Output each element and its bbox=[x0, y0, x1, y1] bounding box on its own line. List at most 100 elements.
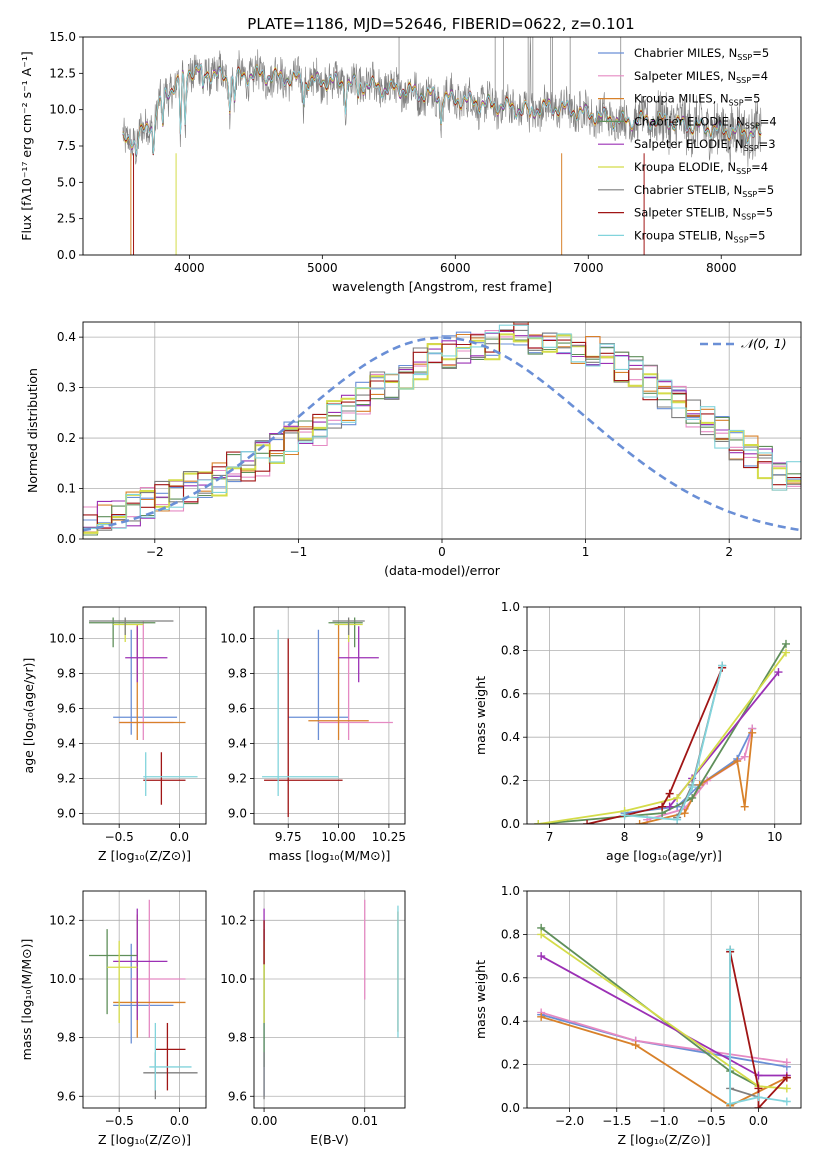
plus-marker bbox=[781, 648, 790, 657]
weight-vs-Z-plot bbox=[537, 923, 791, 1108]
plus-marker bbox=[726, 945, 735, 954]
legend-subscript: SSP bbox=[734, 235, 749, 244]
y-axis-label: mass weight bbox=[473, 960, 488, 1039]
x-tick-label: 4000 bbox=[174, 261, 205, 275]
legend-text: Kroupa MILES, NSSP=5 bbox=[634, 92, 760, 108]
x-tick-label: −1 bbox=[290, 545, 308, 559]
y-tick-label: 10.2 bbox=[49, 913, 76, 927]
legend-text: Salpeter STELIB, NSSP=5 bbox=[634, 206, 773, 222]
plus-marker bbox=[665, 802, 674, 811]
plus-marker bbox=[754, 1084, 763, 1093]
legend-tail: =3 bbox=[759, 137, 776, 151]
x-tick-label: 0.01 bbox=[351, 1114, 378, 1128]
x-tick-label: −0.5 bbox=[697, 1114, 726, 1128]
plus-marker bbox=[748, 728, 757, 737]
plus-marker bbox=[733, 757, 742, 766]
legend-text: Chabrier STELIB, NSSP=5 bbox=[634, 183, 774, 199]
y-tick-label: 5.0 bbox=[57, 175, 76, 189]
mass-vs-Z-plot bbox=[89, 899, 198, 1100]
residuals-plot bbox=[83, 322, 801, 536]
plus-marker bbox=[534, 820, 543, 824]
y-tick-label: 9.2 bbox=[57, 772, 76, 786]
plus-marker bbox=[782, 1073, 791, 1082]
y-tick-label: 0.8 bbox=[501, 927, 520, 941]
histogram-series bbox=[83, 324, 801, 529]
legend-subscript: SSP bbox=[745, 121, 760, 130]
x-axis-label: Z [log₁₀(Z/Z⊙)] bbox=[98, 1132, 191, 1147]
x-axis-label: (data-model)/error bbox=[384, 563, 501, 578]
y-tick-label: 0.0 bbox=[501, 817, 520, 831]
residuals-axes: −2 −1 0 1 2 0.0 0.1 0.2 0.3 0.4 (data-model)/error… bbox=[25, 322, 801, 578]
residuals-frame bbox=[82, 321, 802, 540]
plus-marker bbox=[537, 1012, 546, 1021]
plus-marker bbox=[635, 820, 644, 824]
legend-subscript: SSP bbox=[744, 144, 759, 153]
plus-marker bbox=[631, 1041, 640, 1050]
y-tick-label: 1.0 bbox=[501, 600, 520, 614]
x-axis-label: mass [log₁₀(M/M⊙)] bbox=[269, 848, 391, 863]
legend-subscript: SSP bbox=[741, 213, 756, 222]
mass-vs-EBV-plot bbox=[263, 899, 399, 1100]
legend-tail: =5 bbox=[749, 228, 766, 242]
y-tick-label: 10.0 bbox=[220, 972, 247, 986]
x-tick-label: 0.0 bbox=[170, 1114, 189, 1128]
legend-text: Kroupa ELODIE, NSSP=4 bbox=[634, 160, 768, 176]
spectrum-frame bbox=[82, 36, 802, 256]
x-axis-label: E(B-V) bbox=[310, 1132, 349, 1147]
legend-text: Kroupa STELIB, NSSP=5 bbox=[634, 228, 765, 244]
y-tick-label: 10.0 bbox=[49, 103, 76, 117]
y-tick-label: 9.8 bbox=[57, 667, 76, 681]
legend-subscript: SSP bbox=[737, 53, 752, 62]
x-axis-label: Z [log₁₀(Z/Z⊙)] bbox=[98, 848, 191, 863]
spectrum-axes: 4000 5000 6000 7000 8000 0.0 2.5 5.0 7.5 10.0 12.5… bbox=[19, 30, 736, 294]
y-tick-label: 9.6 bbox=[57, 702, 76, 716]
y-axis-label: age [log₁₀(age/yr)] bbox=[21, 658, 36, 774]
legend-text: Chabrier ELODIE, NSSP=4 bbox=[634, 114, 777, 130]
plus-marker bbox=[740, 752, 749, 761]
plus-marker bbox=[781, 639, 790, 648]
y-tick-label: 15.0 bbox=[49, 30, 76, 44]
weight-line bbox=[538, 652, 787, 824]
age-vs-mass-frame bbox=[253, 606, 406, 825]
plus-marker bbox=[782, 1097, 791, 1106]
x-tick-label: 0.0 bbox=[749, 1114, 768, 1128]
plus-marker bbox=[680, 809, 689, 818]
x-tick-label: −0.5 bbox=[105, 1114, 134, 1128]
age-vs-mass-plot bbox=[262, 617, 393, 817]
weight-vs-age-plot bbox=[534, 639, 790, 824]
y-tick-label: 10.0 bbox=[49, 972, 76, 986]
y-tick-label: 9.8 bbox=[57, 1031, 76, 1045]
y-tick-label: 0.0 bbox=[501, 1101, 520, 1115]
x-tick-label: 0 bbox=[438, 545, 446, 559]
y-tick-label: 0.0 bbox=[57, 248, 76, 262]
x-tick-label: 5000 bbox=[307, 261, 338, 275]
y-tick-label: 9.6 bbox=[57, 1089, 76, 1103]
weight-vs-Z-frame bbox=[526, 890, 802, 1109]
y-tick-label: 9.6 bbox=[228, 1089, 247, 1103]
spectrum-plot bbox=[122, 37, 762, 255]
plus-marker bbox=[782, 1084, 791, 1093]
x-tick-label: 10.25 bbox=[372, 830, 406, 844]
x-tick-label: −2.0 bbox=[555, 1114, 584, 1128]
legend-text: Salpeter MILES, NSSP=4 bbox=[634, 69, 768, 85]
x-tick-label: 7000 bbox=[573, 261, 604, 275]
y-tick-label: 0.6 bbox=[501, 971, 520, 985]
mass-vs-EBV-frame bbox=[253, 890, 406, 1109]
y-axis-label: Flux [fλ10⁻¹⁷ erg cm⁻² s⁻¹ A⁻¹] bbox=[19, 51, 34, 240]
legend-tail: =5 bbox=[757, 183, 774, 197]
legend-text: Chabrier MILES, NSSP=5 bbox=[634, 46, 769, 62]
legend-tail: =5 bbox=[756, 206, 773, 220]
y-axis-label: Normed distribution bbox=[25, 368, 40, 493]
x-tick-label: 10.00 bbox=[321, 830, 355, 844]
spectrum-model-line bbox=[122, 63, 762, 155]
y-tick-label: 10.0 bbox=[220, 632, 247, 646]
y-tick-label: 0.4 bbox=[501, 1014, 520, 1028]
plus-marker bbox=[688, 793, 697, 802]
plus-marker bbox=[620, 811, 629, 820]
mass-vs-Z-axes: −0.5 0.0 9.6 9.8 10.0 10.2 Z [log₁₀(Z/Z⊙)] mass… bbox=[19, 891, 206, 1147]
plus-marker bbox=[673, 793, 682, 802]
weight-line bbox=[729, 949, 787, 1105]
y-tick-label: 9.0 bbox=[57, 807, 76, 821]
plus-marker bbox=[658, 802, 667, 811]
